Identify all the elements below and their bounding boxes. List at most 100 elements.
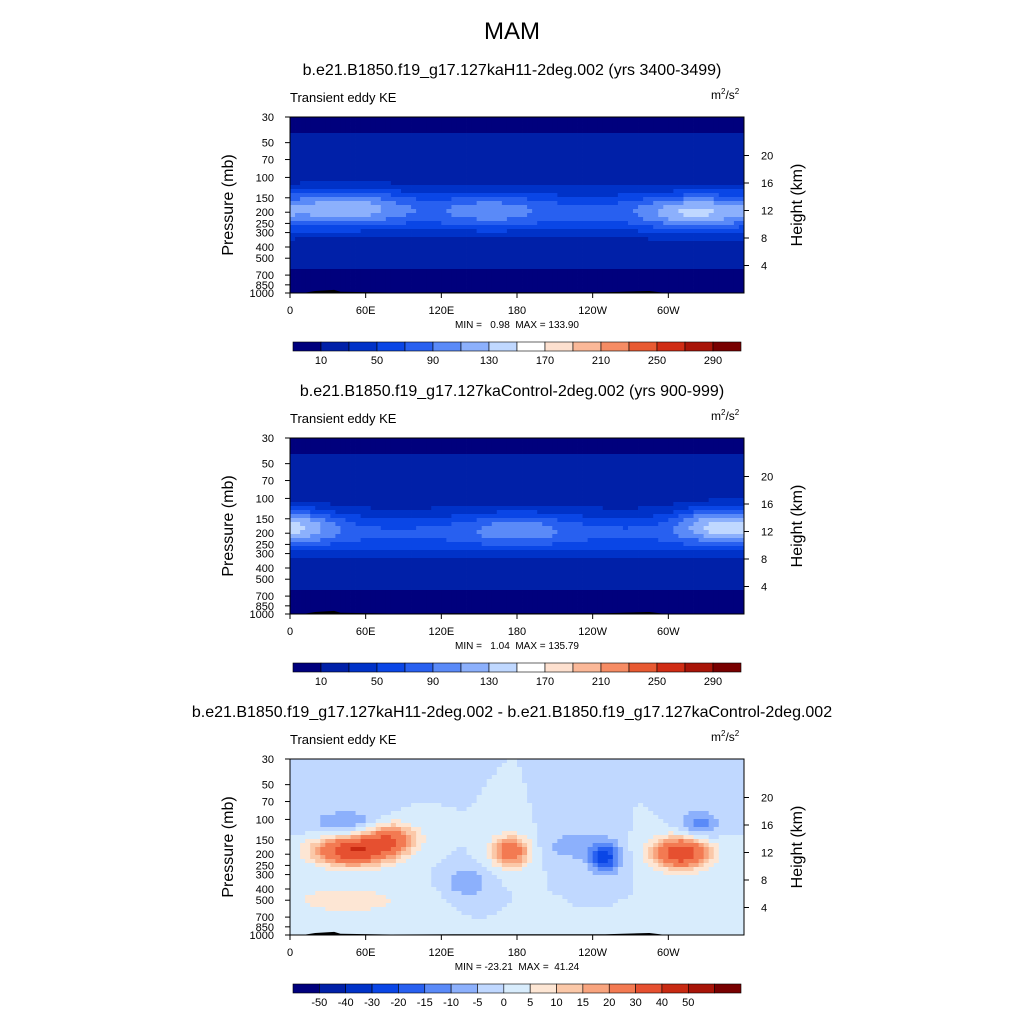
contour-cell bbox=[310, 253, 316, 258]
contour-cell bbox=[612, 137, 619, 142]
contour-cell bbox=[703, 217, 710, 222]
contour-cell bbox=[441, 169, 447, 174]
contour-cell bbox=[653, 249, 659, 254]
contour-cell bbox=[577, 225, 583, 230]
contour-cell bbox=[506, 273, 513, 278]
contour-cell bbox=[587, 197, 594, 202]
contour-cell bbox=[572, 458, 578, 463]
contour-cell bbox=[506, 217, 513, 222]
colorbar-box bbox=[348, 341, 378, 352]
contour-cell bbox=[305, 265, 311, 270]
contour-cell bbox=[517, 273, 523, 278]
contour-cell bbox=[582, 201, 589, 206]
contour-cell bbox=[648, 225, 654, 230]
contour-cell bbox=[527, 289, 533, 294]
contour-cell bbox=[582, 205, 589, 210]
contour-cell bbox=[622, 217, 629, 222]
contour-cell bbox=[607, 137, 614, 142]
contour-cell bbox=[738, 261, 745, 266]
contour-cell bbox=[728, 273, 735, 278]
contour-cell bbox=[562, 209, 568, 214]
contour-cell bbox=[738, 241, 745, 246]
contour-cell bbox=[723, 257, 730, 262]
contour-cell bbox=[653, 129, 659, 134]
contour-cell bbox=[461, 442, 467, 447]
contour-cell bbox=[577, 197, 583, 202]
contour-cell bbox=[572, 281, 578, 286]
contour-cell bbox=[542, 257, 548, 262]
contour-cell bbox=[713, 161, 720, 166]
contour-cell bbox=[522, 245, 528, 250]
contour-cell bbox=[648, 165, 654, 170]
colorbar-label: 250 bbox=[648, 355, 666, 367]
contour-cell bbox=[436, 245, 442, 250]
contour-cell bbox=[491, 177, 498, 182]
contour-cell bbox=[421, 245, 427, 250]
contour-cell bbox=[698, 446, 705, 451]
contour-cell bbox=[461, 193, 467, 198]
contour-cell bbox=[375, 249, 382, 254]
contour-cell bbox=[320, 237, 326, 242]
contour-cell bbox=[582, 165, 589, 170]
contour-cell bbox=[547, 161, 553, 166]
contour-cell bbox=[300, 261, 306, 266]
contour-cell bbox=[456, 165, 462, 170]
contour-cell bbox=[627, 438, 634, 443]
contour-cell bbox=[633, 181, 639, 186]
contour-cell bbox=[290, 125, 296, 130]
contour-cell bbox=[542, 273, 548, 278]
contour-cell bbox=[421, 213, 427, 218]
contour-cell bbox=[385, 281, 392, 286]
contour-cell bbox=[552, 458, 558, 463]
contour-cell bbox=[441, 165, 447, 170]
contour-cell bbox=[728, 161, 735, 166]
contour-cell bbox=[290, 121, 296, 126]
contour-cell bbox=[476, 197, 483, 202]
contour-cell bbox=[542, 446, 548, 451]
contour-cell bbox=[592, 446, 599, 451]
contour-cell bbox=[663, 149, 669, 154]
contour-cell bbox=[501, 442, 508, 447]
contour-cell bbox=[421, 173, 427, 178]
contour-cell bbox=[446, 125, 452, 130]
contour-cell bbox=[653, 149, 659, 154]
contour-cell bbox=[663, 221, 669, 226]
contour-cell bbox=[522, 249, 528, 254]
contour-cell bbox=[582, 261, 589, 266]
contour-cell bbox=[698, 221, 705, 226]
contour-cell bbox=[411, 133, 417, 138]
contour-cell bbox=[562, 277, 568, 282]
contour-cell bbox=[658, 261, 664, 266]
contour-cell bbox=[522, 141, 528, 146]
contour-cell bbox=[643, 209, 649, 214]
contour-cell bbox=[567, 165, 573, 170]
contour-cell bbox=[562, 438, 568, 443]
contour-cell bbox=[441, 233, 447, 238]
contour-cell bbox=[486, 241, 493, 246]
contour-cell bbox=[461, 117, 467, 122]
contour-cell bbox=[370, 205, 377, 210]
contour-cell bbox=[517, 153, 523, 158]
contour-cell bbox=[703, 117, 710, 122]
contour-cell bbox=[713, 173, 720, 178]
contour-cell bbox=[522, 281, 528, 286]
contour-cell bbox=[400, 265, 407, 270]
contour-cell bbox=[738, 213, 745, 218]
contour-cell bbox=[446, 245, 452, 250]
contour-cell bbox=[380, 181, 387, 186]
contour-cell bbox=[300, 169, 306, 174]
contour-cell bbox=[436, 237, 442, 242]
contour-cell bbox=[673, 285, 679, 290]
contour-cell bbox=[481, 470, 488, 475]
contour-cell bbox=[718, 165, 725, 170]
contour-cell bbox=[406, 157, 412, 162]
contour-cell bbox=[350, 141, 356, 146]
contour-cell bbox=[577, 462, 583, 467]
contour-cell bbox=[733, 177, 740, 182]
contour-cell bbox=[653, 474, 659, 479]
contour-cell bbox=[345, 189, 351, 194]
contour-cell bbox=[733, 253, 740, 258]
contour-cell bbox=[627, 261, 634, 266]
contour-cell bbox=[517, 470, 523, 475]
contour-cell bbox=[451, 165, 457, 170]
